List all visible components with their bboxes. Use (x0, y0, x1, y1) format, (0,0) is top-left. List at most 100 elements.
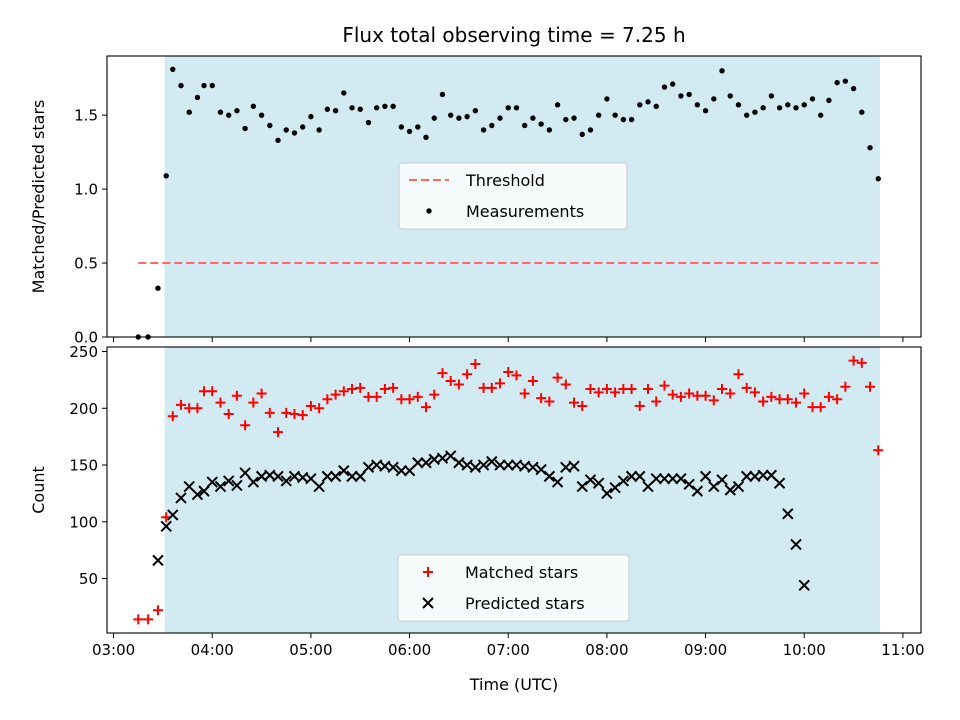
measurement-point (456, 115, 462, 121)
measurement-point (145, 334, 151, 340)
measurement-point (365, 119, 372, 126)
matched-star-marker (133, 614, 144, 625)
matched-star-marker (207, 386, 218, 397)
x-tick-label: 05:00 (289, 641, 332, 659)
measurement-point (234, 108, 240, 114)
matched-star-marker (643, 383, 654, 394)
matched-star-marker (675, 391, 686, 402)
x-tick-label: 07:00 (487, 641, 530, 659)
measurement-point (513, 105, 520, 111)
matched-star-marker (330, 389, 341, 400)
measurement-point (398, 124, 405, 130)
y-tick-label: 150 (69, 457, 98, 475)
matched-star-marker (659, 380, 670, 391)
measurement-point (785, 102, 791, 108)
measurement-point (867, 144, 873, 151)
legend-label: Threshold (465, 171, 545, 190)
matched-star-marker (791, 397, 802, 408)
measurement-point (242, 125, 248, 132)
predicted-star-marker (395, 464, 408, 477)
measurement-point (801, 102, 807, 108)
predicted-star-marker (412, 457, 424, 469)
matched-star-marker (223, 408, 234, 419)
matched-star-marker (445, 376, 456, 387)
measurement-point (834, 79, 840, 86)
measurement-point (743, 112, 750, 118)
predicted-star-marker (716, 474, 728, 486)
measurement-point (250, 103, 257, 109)
measurement-point (571, 115, 577, 121)
matched-star-marker (725, 388, 736, 399)
measurement-point (719, 68, 725, 74)
measurement-point (324, 106, 331, 112)
matched-star-marker (626, 383, 637, 394)
measurement-point (530, 115, 536, 121)
matched-star-marker (569, 397, 580, 408)
predicted-star-marker (477, 459, 490, 471)
y-tick-label: 250 (69, 343, 98, 361)
x-tick-label: 04:00 (191, 641, 234, 659)
measurement-point (661, 84, 668, 90)
measurement-point (554, 102, 561, 108)
matched-star-marker (519, 388, 530, 399)
predicted-star-marker (782, 508, 794, 520)
measurement-point (686, 91, 692, 98)
matched-star-marker (684, 388, 695, 399)
y-axis-label: Count (29, 466, 48, 514)
predicted-star-marker (346, 470, 358, 483)
measurement-point (186, 109, 192, 115)
measurement-point (275, 137, 281, 143)
measurement-point (406, 128, 413, 135)
measurement-point (332, 108, 339, 114)
measurement-point (702, 108, 709, 114)
matched-star-marker (355, 382, 366, 393)
measurement-point (464, 113, 470, 120)
matched-star-marker (192, 403, 203, 414)
matched-star-marker (264, 407, 275, 418)
matched-star-marker (700, 390, 711, 401)
predicted-star-marker (584, 474, 597, 486)
measurement-point (604, 96, 610, 102)
matched-star-marker (749, 387, 760, 398)
matched-star-marker (848, 355, 859, 366)
predicted-star-marker (231, 479, 243, 492)
predicted-star-marker (634, 470, 646, 483)
measurement-point (349, 105, 355, 111)
measurement-point (209, 82, 215, 89)
measurement-point (817, 112, 824, 118)
measurement-point (850, 85, 857, 92)
x-tick-label: 08:00 (585, 641, 628, 659)
matched-star-marker (708, 395, 719, 406)
measurement-point (727, 93, 733, 99)
y-tick-label: 0.5 (74, 255, 98, 273)
legend-matched-swatch (423, 567, 433, 577)
measurement-point (447, 112, 454, 118)
matched-star-marker (799, 388, 810, 399)
predicted-star-marker (617, 475, 630, 487)
x-tick-label: 03:00 (92, 641, 135, 659)
measurement-point (194, 94, 201, 101)
measurement-point (793, 105, 799, 111)
predicted-star-marker (543, 470, 556, 483)
predicted-star-marker (313, 480, 325, 493)
predicted-star-marker (494, 459, 506, 471)
measurement-point (752, 109, 758, 115)
y-tick-label: 1.0 (74, 181, 98, 199)
measurement-point (373, 105, 380, 111)
predicted-star-marker (461, 459, 473, 471)
matched-star-marker (873, 445, 884, 456)
measurement-point (612, 112, 618, 118)
matched-star-marker (231, 390, 242, 401)
matched-star-marker (560, 379, 571, 390)
matched-star-marker (758, 396, 769, 407)
predicted-star-marker (592, 477, 605, 489)
matched-star-marker (248, 397, 259, 408)
predicted-star-marker (160, 520, 172, 533)
measurement-point (760, 105, 766, 111)
measurement-point (875, 176, 881, 182)
matched-star-marker (823, 391, 834, 402)
legend-label: Predicted stars (465, 594, 585, 613)
matched-star-marker (634, 401, 645, 412)
measurement-point (431, 115, 437, 121)
